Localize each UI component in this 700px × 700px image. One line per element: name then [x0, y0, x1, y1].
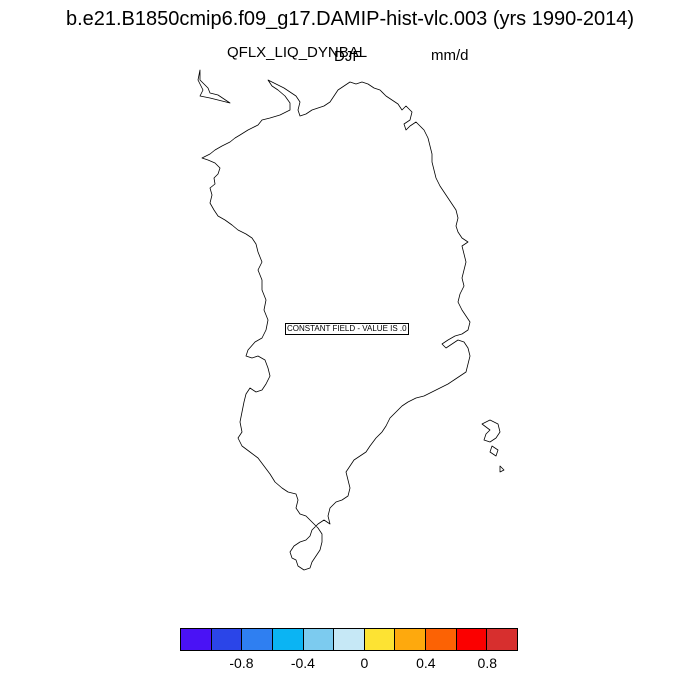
colorbar-swatch — [334, 629, 365, 650]
colorbar-swatch — [242, 629, 273, 650]
island-coastline-small — [489, 445, 499, 457]
island-coastline-tip — [499, 465, 505, 473]
constant-field-notice: CONSTANT FIELD - VALUE IS .0 — [285, 323, 409, 335]
colorbar-swatch — [211, 629, 243, 650]
plot-title: b.e21.B1850cmip6.f09_g17.DAMIP-hist-vlc.… — [65, 8, 635, 30]
colorbar — [180, 628, 518, 651]
colorbar-swatch — [487, 629, 518, 650]
colorbar-swatch — [456, 629, 488, 650]
units-label: mm/d — [431, 47, 469, 64]
colorbar-tick-label: 0.8 — [477, 655, 497, 671]
colorbar-swatch — [364, 629, 396, 650]
season-label: DJF — [334, 48, 362, 65]
greenland-coastline-main — [201, 79, 471, 571]
colorbar-swatch — [303, 629, 335, 650]
colorbar-tick-label: -0.8 — [229, 655, 254, 671]
greenland-coastline — [197, 69, 231, 104]
colorbar-tick-label: 0 — [360, 655, 369, 671]
island-coastline — [481, 419, 501, 443]
colorbar-swatch — [272, 629, 304, 650]
colorbar-tick-label: 0.4 — [416, 655, 436, 671]
colorbar-swatch — [181, 629, 212, 650]
variable-name: QFLX_LIQ_DYNBAL — [227, 44, 368, 61]
colorbar-swatch — [426, 629, 457, 650]
colorbar-tick-label: -0.4 — [290, 655, 315, 671]
colorbar-swatch — [395, 629, 427, 650]
